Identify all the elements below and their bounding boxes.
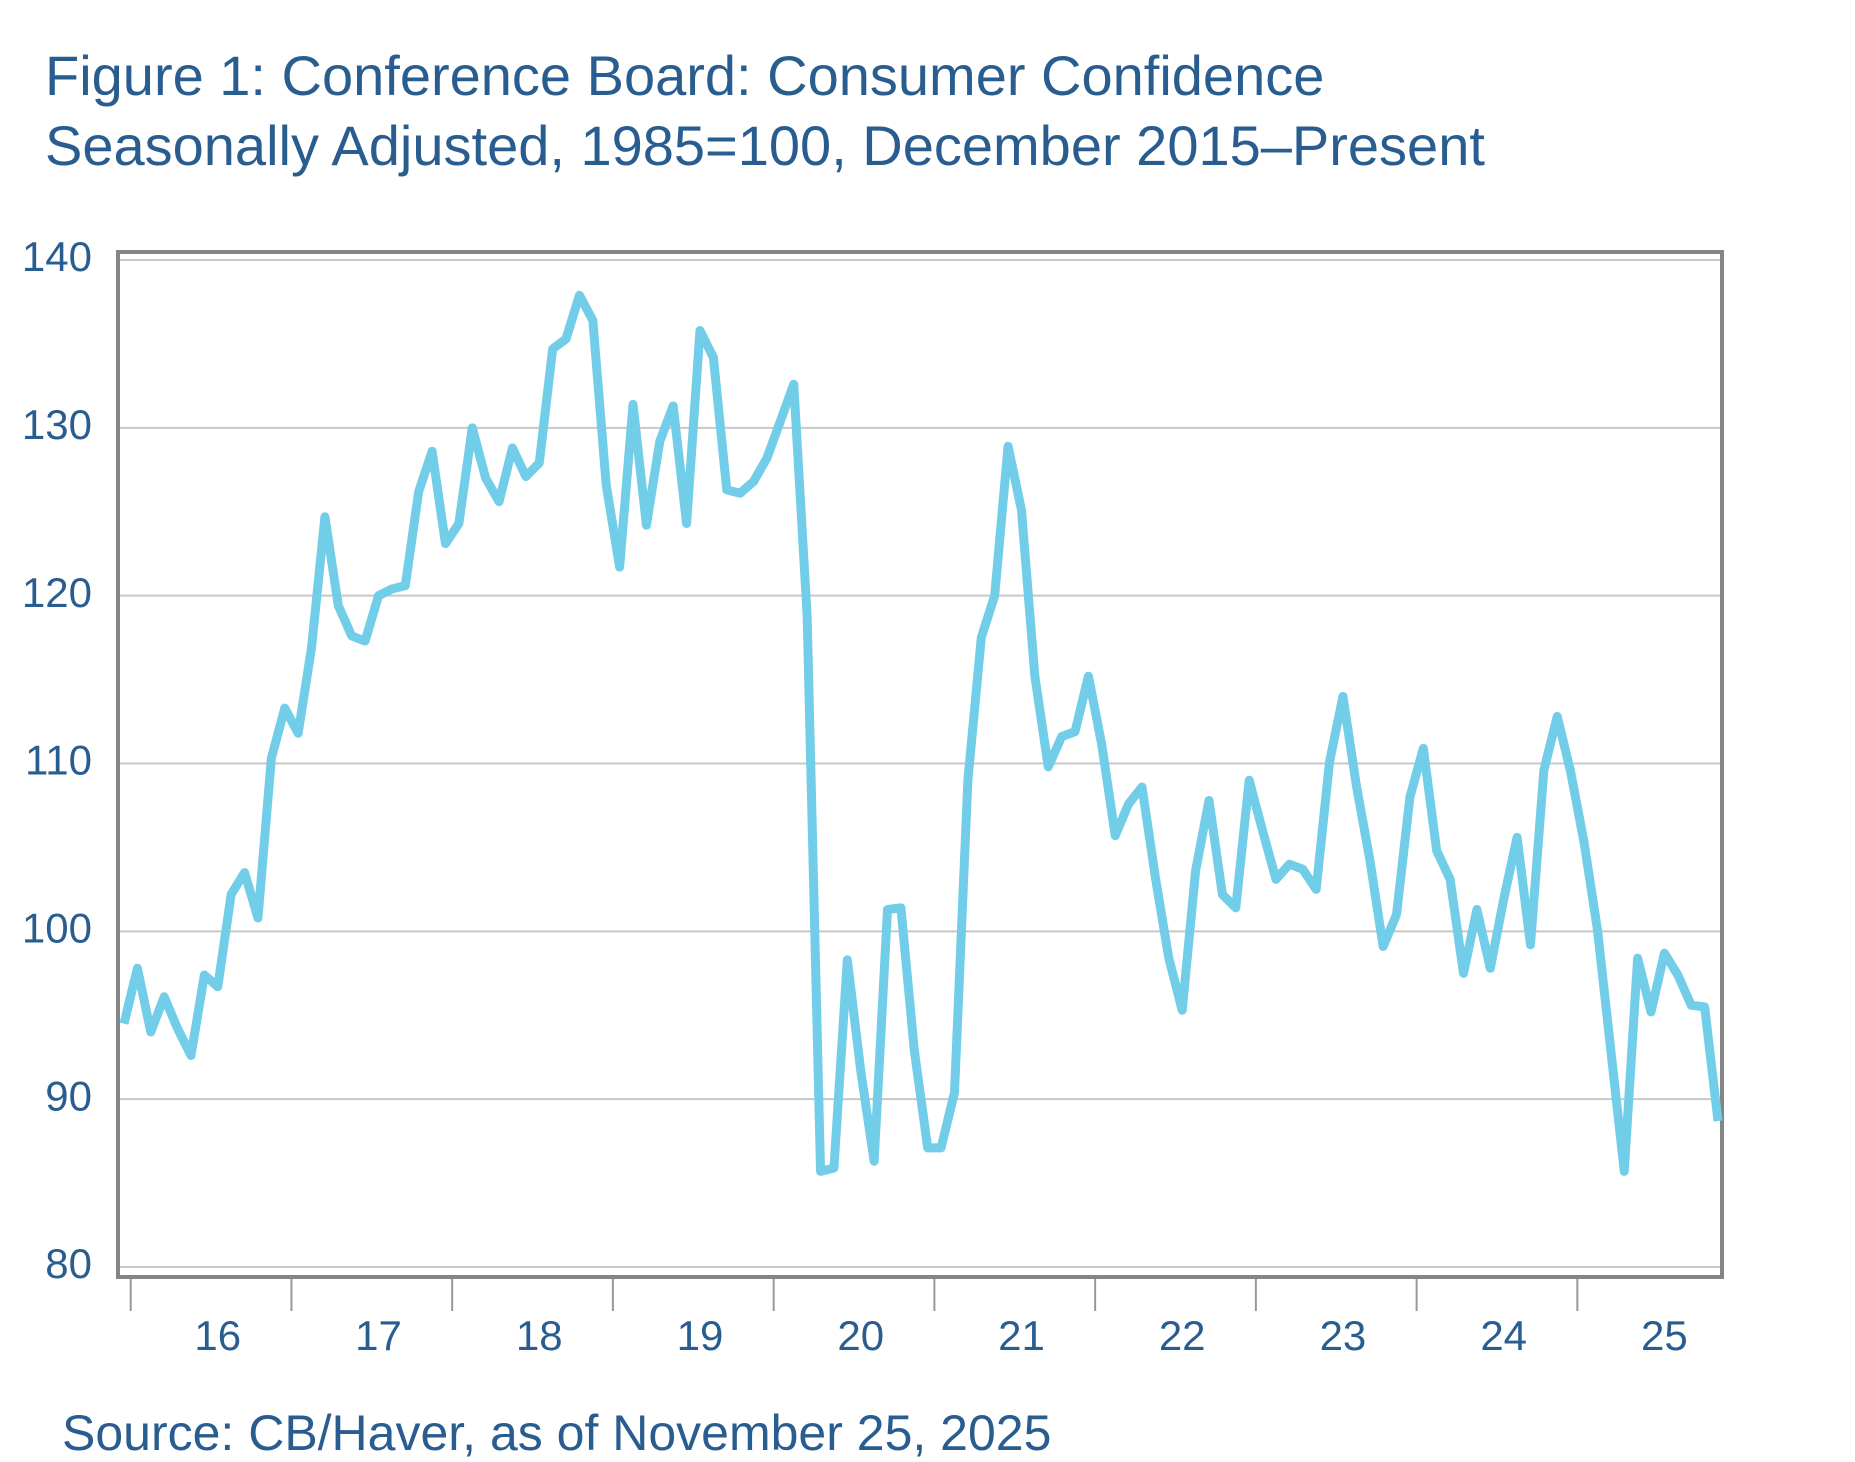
y-tick-label: 120 bbox=[22, 569, 92, 616]
data-line bbox=[119, 290, 1723, 1176]
x-tick-label: 19 bbox=[677, 1312, 724, 1359]
source-note: Source: CB/Haver, as of November 25, 202… bbox=[62, 1405, 1051, 1461]
plot-frame bbox=[116, 250, 1724, 1279]
y-tick-label: 140 bbox=[22, 233, 92, 280]
y-tick-label: 110 bbox=[25, 737, 92, 784]
y-tick-label: 90 bbox=[45, 1072, 92, 1119]
x-tick-label: 17 bbox=[355, 1312, 402, 1359]
y-tick-label: 130 bbox=[22, 401, 92, 448]
x-tick-label: 21 bbox=[998, 1312, 1045, 1359]
x-tick-label: 24 bbox=[1480, 1312, 1527, 1359]
x-tick-label: 16 bbox=[194, 1312, 241, 1359]
chart-subtitle: Seasonally Adjusted, 1985=100, December … bbox=[45, 114, 1485, 177]
y-tick-label: 80 bbox=[45, 1240, 92, 1287]
x-tick-label: 23 bbox=[1320, 1312, 1367, 1359]
chart-title: Figure 1: Conference Board: Consumer Con… bbox=[45, 44, 1324, 107]
x-tick-label: 18 bbox=[516, 1312, 563, 1359]
x-tick-label: 22 bbox=[1159, 1312, 1206, 1359]
x-tick-label: 20 bbox=[837, 1312, 884, 1359]
x-tick-label: 25 bbox=[1641, 1312, 1688, 1359]
y-tick-label: 100 bbox=[22, 904, 92, 951]
